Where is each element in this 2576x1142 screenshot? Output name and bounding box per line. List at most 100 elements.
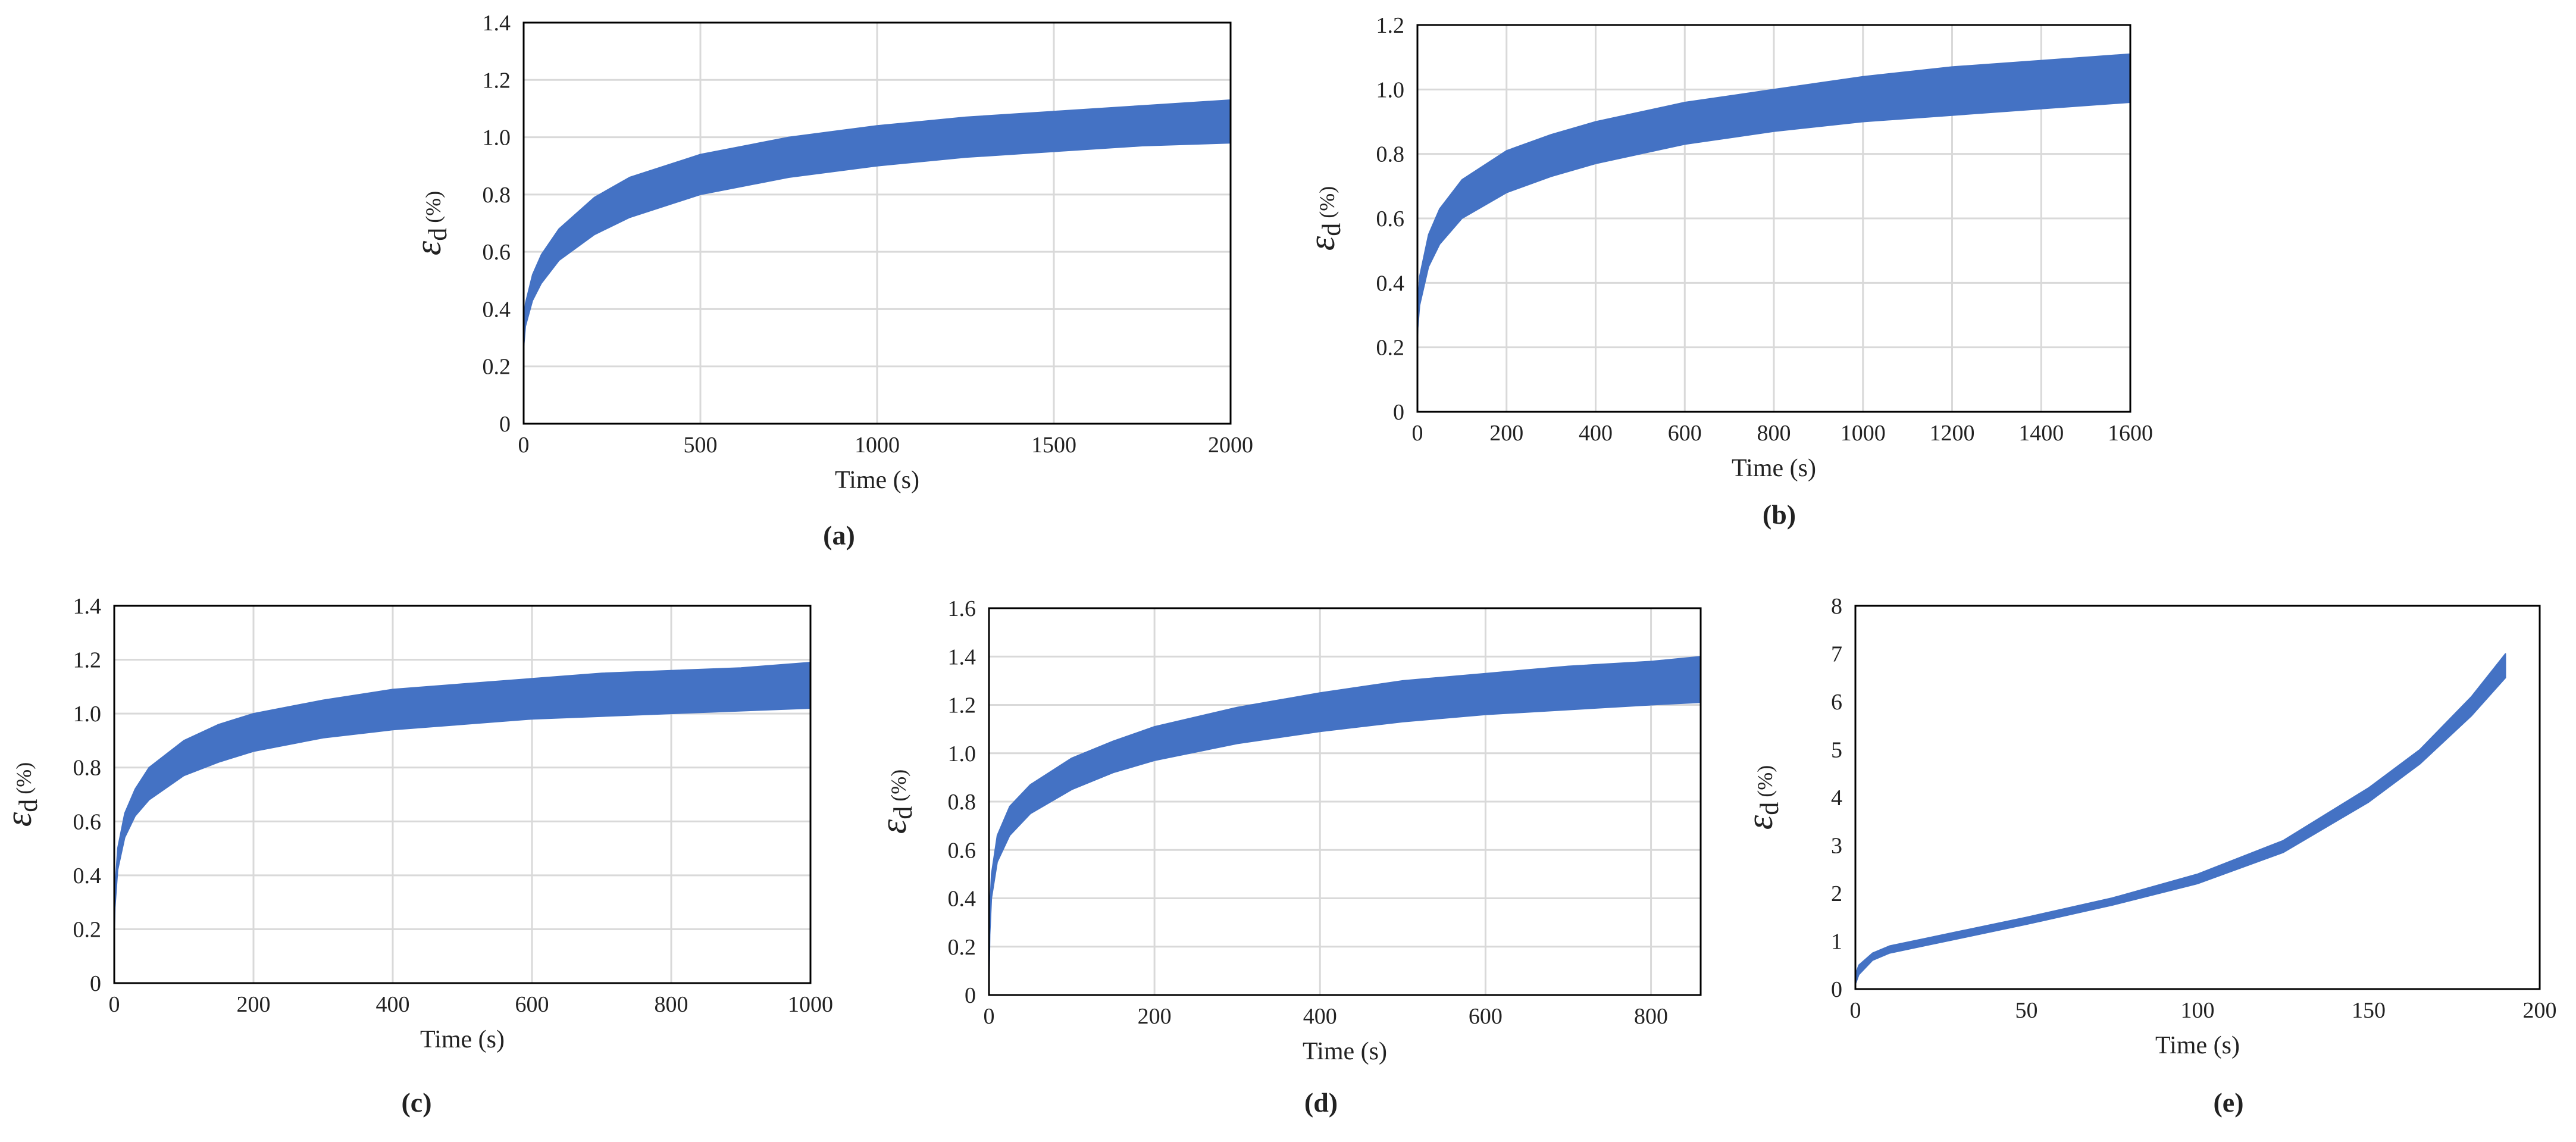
x-tick-label: 1500 [1031,433,1076,458]
x-axis-label: Time (s) [420,1026,505,1053]
plot-frame [113,605,812,984]
plot-frame [1416,24,2131,413]
y-axis-symbol: ε [874,819,914,834]
x-tick-label: 400 [376,992,410,1017]
y-tick-label: 1.4 [948,644,976,669]
y-tick-label: 0 [965,983,976,1008]
chart-panel-5: 0 50 100 150 200 0 1 2 3 4 5 6 7 8 Time (s) εd (%) (e) [1740,594,2557,1118]
y-tick-label: 0.8 [483,183,511,208]
x-tick-label: 1000 [855,433,900,458]
plot-frame [988,607,1702,996]
x-tick-label: 50 [2015,998,2038,1023]
x-tick-label: 400 [1303,1004,1337,1029]
x-tick-label: 0 [518,433,530,458]
y-tick-label: 1.0 [483,126,511,151]
y-tick-label: 1.0 [73,702,102,727]
y-axis-subscript: d [14,799,43,812]
x-tick-label: 800 [655,992,688,1017]
x-tick-label: 800 [1757,421,1791,446]
y-tick-label: 0 [1831,977,1842,1002]
y-axis-subscript: d [423,228,452,241]
y-axis-label: εd (%) [408,191,452,255]
y-axis-subscript: d [888,806,918,819]
y-tick-label: 1.0 [948,741,976,766]
y-tick-label: 0.8 [73,756,102,781]
y-axis-unit: (%) [887,769,910,802]
y-tick-label: 1.2 [1376,13,1405,38]
y-axis-label: εd (%) [874,769,918,834]
y-tick-label: 0.4 [73,863,102,888]
y-axis-unit: (%) [421,191,445,223]
x-tick-label: 1600 [2108,421,2153,446]
y-axis-symbol: ε [408,240,449,255]
y-tick-label: 4 [1831,786,1842,811]
y-tick-label: 1.4 [483,11,511,36]
y-axis-label: εd (%) [1302,186,1346,251]
x-axis-label: Time (s) [2155,1032,2240,1059]
y-axis-symbol: ε [1302,236,1342,251]
plot-frame [522,21,1232,425]
x-tick-label: 200 [2523,998,2557,1023]
chart-panel-1: 0 500 1000 1500 2000 0 0.2 0.4 0.6 0.8 1.0 1.2 1.4 Ti… [408,11,1253,550]
x-tick-label: 1400 [2018,421,2064,446]
strain-band [1855,653,2506,985]
panel-label: (d) [1304,1087,1338,1118]
x-tick-label: 400 [1579,421,1613,446]
y-axis-subscript: d [1317,223,1346,236]
strain-band [988,656,1701,996]
y-tick-label: 0.6 [73,809,102,834]
y-tick-label: 8 [1831,594,1842,619]
y-axis-label: εd (%) [1740,765,1784,830]
y-tick-label: 5 [1831,738,1842,763]
y-tick-label: 1.2 [948,693,976,718]
y-tick-label: 0.2 [948,935,976,960]
panel-label: (e) [2213,1087,2243,1118]
y-tick-label: 0.2 [483,355,511,380]
y-tick-label: 1.2 [483,68,511,93]
y-tick-label: 0.6 [948,838,976,863]
x-tick-label: 0 [1850,998,1861,1023]
y-axis-symbol: ε [1740,815,1780,830]
x-tick-label: 600 [1469,1004,1503,1029]
y-axis-unit: (%) [12,762,36,794]
y-axis-symbol: ε [0,812,39,827]
y-tick-label: 3 [1831,834,1842,859]
y-tick-label: 1 [1831,930,1842,955]
y-tick-label: 0.6 [483,240,511,265]
y-tick-label: 0.2 [1376,336,1405,361]
y-axis-unit: (%) [1315,186,1339,218]
y-tick-label: 1.4 [73,594,102,619]
x-tick-label: 600 [1668,421,1702,446]
x-tick-label: 800 [1634,1004,1668,1029]
x-tick-label: 200 [1138,1004,1172,1029]
x-axis-label: Time (s) [1732,455,1816,482]
y-tick-label: 0.2 [73,917,102,942]
panel-label: (a) [823,520,855,550]
y-tick-label: 0 [1393,400,1404,425]
y-tick-label: 0.6 [1376,207,1405,231]
y-axis-unit: (%) [1753,765,1777,797]
x-axis-label: Time (s) [1303,1038,1387,1065]
plot-frame [1854,605,2541,990]
x-tick-label: 0 [109,992,120,1017]
y-tick-label: 0 [499,412,511,437]
strain-band [114,662,811,944]
y-tick-label: 7 [1831,642,1842,667]
y-tick-label: 0.8 [948,790,976,815]
y-tick-label: 0.8 [1376,142,1405,167]
chart-panel-3: 0 200 400 600 800 1000 0 0.2 0.4 0.6 0.8 1.0 1.2 1.4 T… [0,594,833,1118]
x-tick-label: 2000 [1208,433,1253,458]
x-tick-label: 0 [1412,421,1423,446]
y-tick-label: 0.4 [948,887,976,912]
y-tick-label: 0.4 [483,297,511,322]
y-tick-label: 0.4 [1376,271,1405,296]
x-tick-label: 500 [684,433,718,458]
x-tick-label: 1200 [1930,421,1975,446]
y-tick-label: 1.2 [73,648,102,673]
y-axis-subscript: d [1755,802,1784,815]
x-tick-label: 1000 [1841,421,1886,446]
panel-label: (b) [1763,499,1796,530]
x-tick-label: 200 [1489,421,1523,446]
panel-label: (c) [401,1087,431,1118]
